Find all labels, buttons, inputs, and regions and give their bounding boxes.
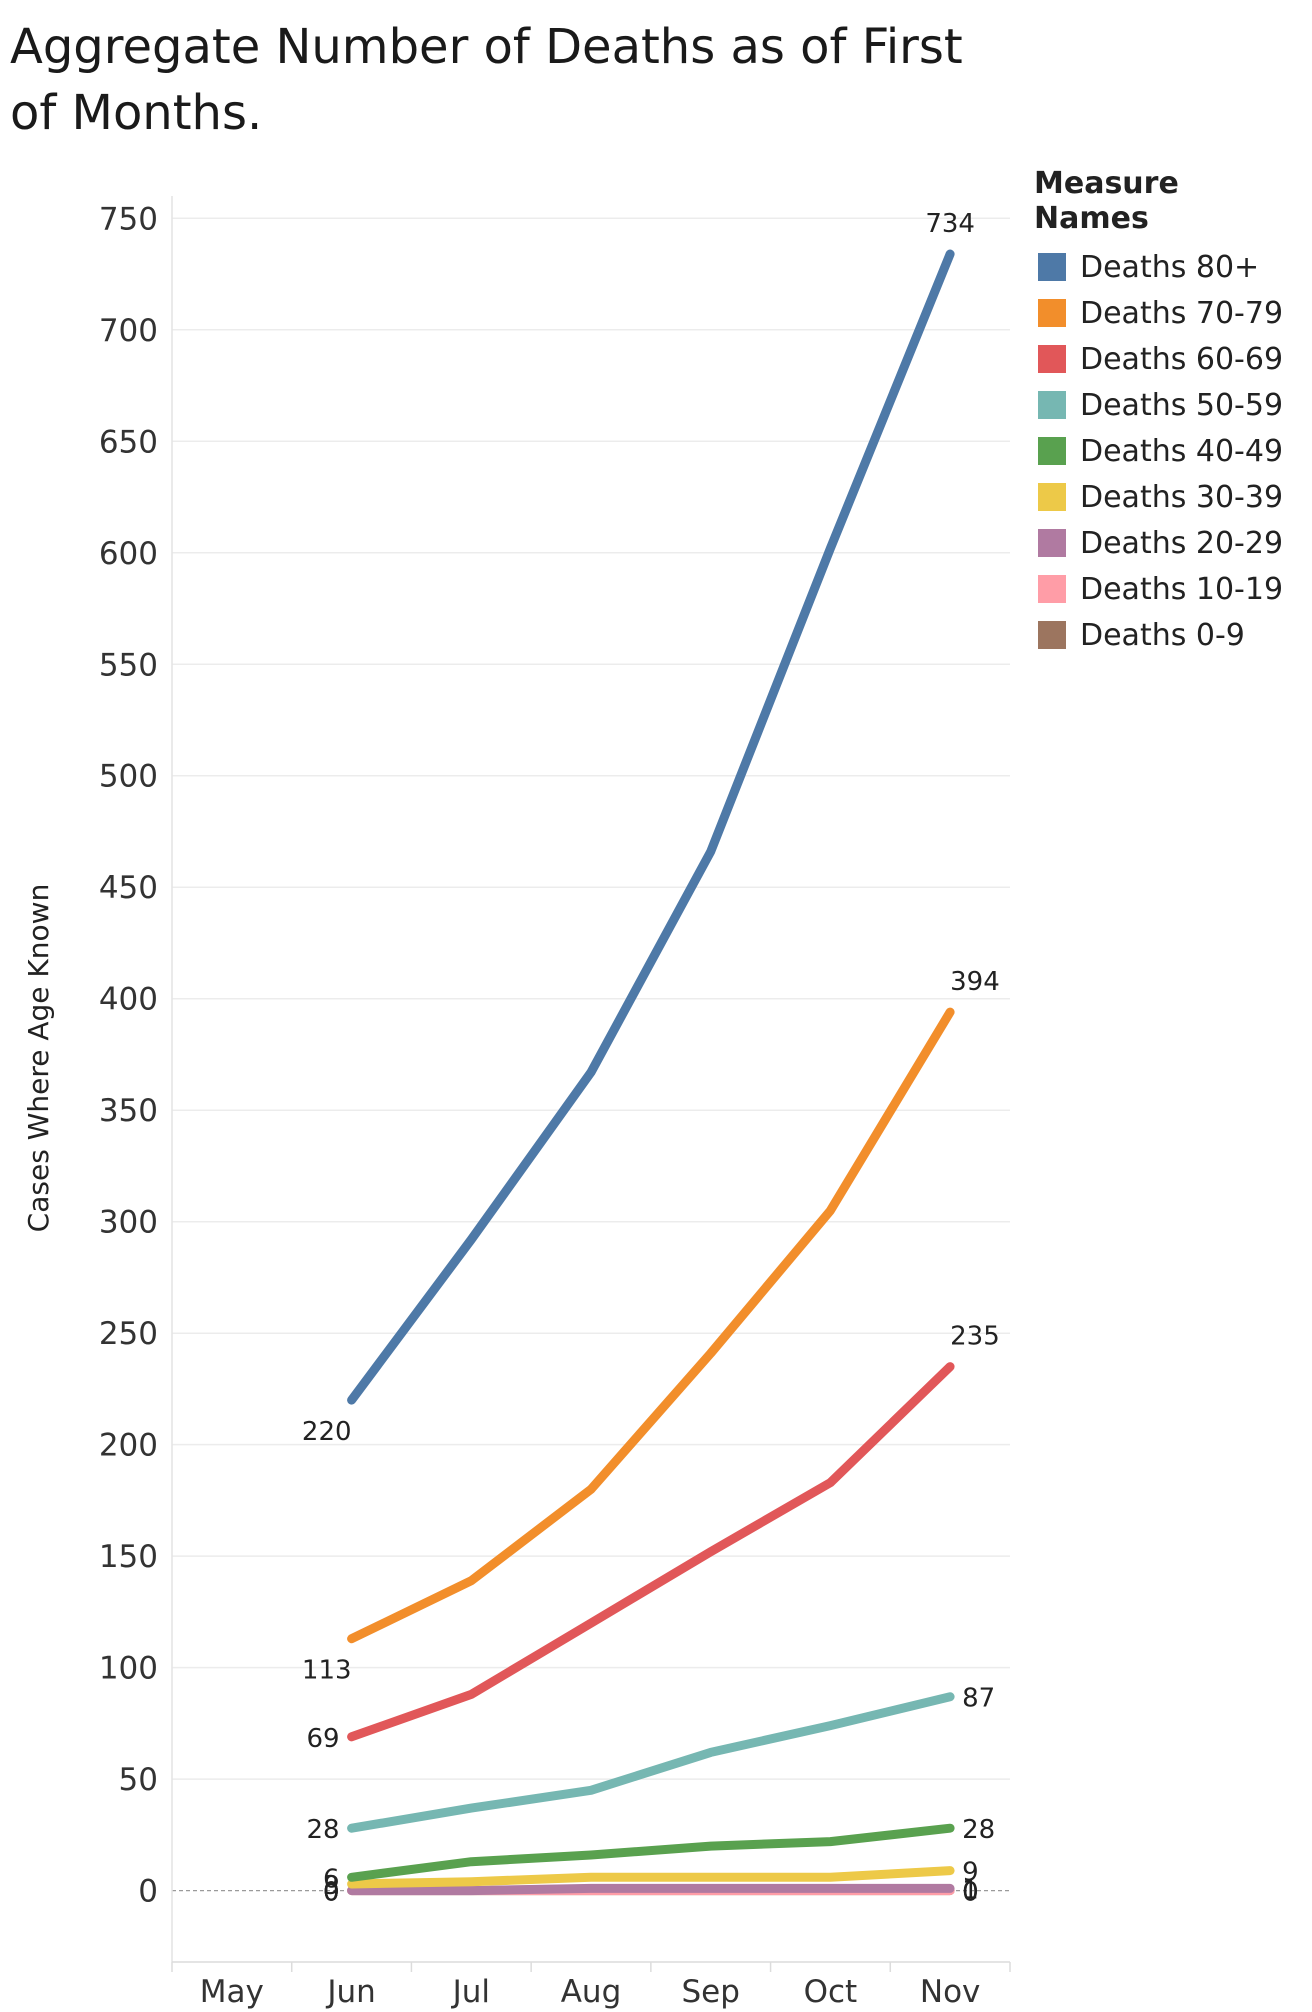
y-tick-label: 550 [99,647,158,683]
y-tick-label: 600 [99,536,158,572]
series-line [347,1883,955,1896]
legend-title: Measure Names [1034,166,1179,236]
legend-swatch [1038,621,1066,649]
data-label: 1 [962,1875,979,1905]
y-tick-label: 700 [99,313,158,349]
axes: 0501001502002503003504004505005506006507… [99,196,1011,2010]
x-tick-label: Jul [451,1974,490,2010]
legend-swatch [1038,437,1066,465]
y-tick-label: 350 [99,1093,158,1129]
data-label: 394 [950,967,1000,997]
data-label: 220 [302,1417,352,1447]
y-tick-label: 650 [99,424,158,460]
y-tick-label: 500 [99,759,158,795]
x-tick-label: Aug [561,1974,622,2010]
series-line [347,1692,955,1833]
chart-title: Aggregate Number of Deaths as of First o… [10,19,963,141]
data-label: 28 [306,1815,339,1845]
legend-label: Deaths 70-79 [1080,295,1284,331]
gridlines [172,217,1010,1892]
series-line [347,1866,955,1889]
x-tick-label: May [200,1974,264,2010]
legend-label: Deaths 50-59 [1080,387,1284,423]
x-tick-label: Nov [920,1974,981,2010]
legend-swatch [1038,529,1066,557]
data-label: 113 [302,1656,352,1686]
data-label: 87 [962,1684,995,1714]
legend-swatch [1038,253,1066,281]
legend-swatch [1038,575,1066,603]
legend-item: Deaths 80+ [1034,244,1304,290]
y-tick-label: 300 [99,1205,158,1241]
legend-label: Deaths 80+ [1080,249,1260,285]
series-line [347,1362,955,1742]
y-tick-label: 100 [99,1651,158,1687]
legend-label: Deaths 30-39 [1080,479,1284,515]
legend-swatch [1038,299,1066,327]
y-tick-label: 0 [138,1874,158,1910]
legend-item: Deaths 0-9 [1034,612,1304,658]
x-tick-label: Jun [325,1974,375,2010]
legend-swatch [1038,345,1066,373]
y-tick-label: 750 [99,201,158,237]
data-label: 69 [306,1724,339,1754]
y-tick-label: 200 [99,1428,158,1464]
data-label: 0 [323,1878,340,1908]
y-tick-label: 450 [99,870,158,906]
data-label: 6 [323,1864,340,1894]
series-line [347,249,955,1405]
legend-swatch [1038,391,1066,419]
legend-swatch [1038,483,1066,511]
legend-item: Deaths 20-29 [1034,520,1304,566]
x-tick-label: Oct [804,1974,858,2010]
legend: Measure Names Deaths 80+ Deaths 70-79 Deat… [1034,166,1304,658]
data-label: 0 [323,1878,340,1908]
data-label: 28 [962,1815,995,1845]
y-tick-label: 400 [99,982,158,1018]
series-line [347,1007,955,1644]
legend-item: Deaths 40-49 [1034,428,1304,474]
legend-label: Deaths 60-69 [1080,341,1284,377]
legend-label: Deaths 0-9 [1080,617,1245,653]
data-label: 734 [925,209,975,239]
legend-items: Deaths 80+ Deaths 70-79 Deaths 60-69 Deaths… [1034,244,1304,658]
data-label: 0 [962,1878,979,1908]
legend-label: Deaths 10-19 [1080,571,1284,607]
y-tick-label: 250 [99,1316,158,1352]
series-line [347,1823,955,1882]
legend-item: Deaths 70-79 [1034,290,1304,336]
data-label: 235 [950,1322,1000,1352]
y-tick-label: 50 [119,1762,158,1798]
legend-label: Deaths 40-49 [1080,433,1284,469]
data-label: 3 [323,1871,340,1901]
series-lines [347,249,955,1896]
legend-item: Deaths 50-59 [1034,382,1304,428]
y-axis-label: Cases Where Age Known [22,884,55,1233]
data-label: 0 [962,1878,979,1908]
y-tick-label: 150 [99,1539,158,1575]
legend-item: Deaths 30-39 [1034,474,1304,520]
x-tick-label: Sep [681,1974,739,2010]
legend-label: Deaths 20-29 [1080,525,1284,561]
data-label: 0 [323,1878,340,1908]
legend-item: Deaths 10-19 [1034,566,1304,612]
legend-item: Deaths 60-69 [1034,336,1304,382]
data-label: 9 [962,1858,979,1888]
